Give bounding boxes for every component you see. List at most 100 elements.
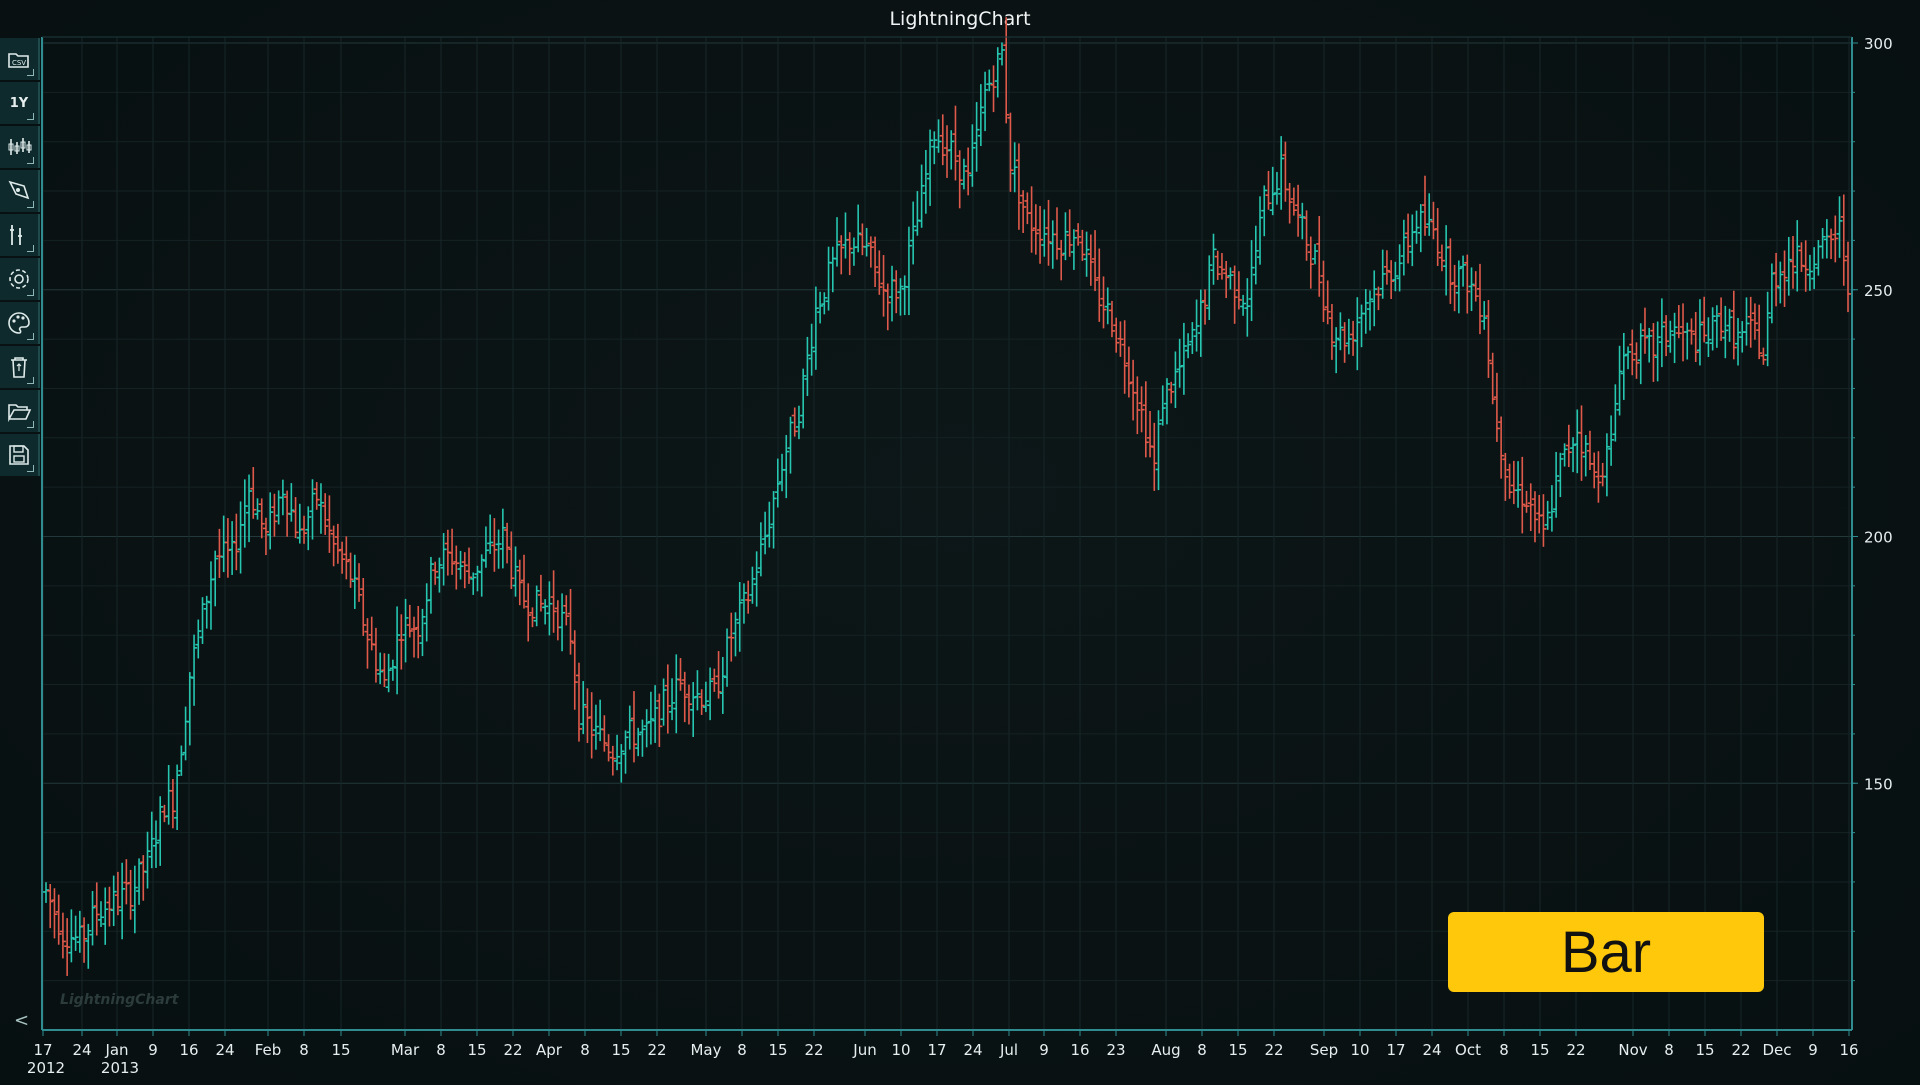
csv-open-icon[interactable]: CSV [0,38,40,80]
ohlc-bar [1240,294,1247,316]
ohlc-bar [1565,424,1572,468]
ohlc-bar [1388,260,1395,299]
ohlc-bar [356,563,363,602]
ohlc-bar [948,130,955,170]
ohlc-bar [1832,215,1839,263]
ohlc-bar [271,493,278,537]
x-tick-label: Jul [999,1041,1018,1059]
indicators-icon[interactable] [0,214,40,256]
x-tick-label: 22 [1264,1041,1283,1059]
x-tick-label: 23 [1106,1041,1125,1059]
ohlc-bar [1312,243,1319,265]
ohlc-bar [736,582,743,652]
ohlc-bar [605,734,612,762]
ohlc-bar [592,704,599,750]
ohlc-bar [698,689,705,715]
ohlc-bar [922,150,929,214]
ohlc-bar [1663,315,1670,357]
ohlc-bar [1358,304,1365,348]
ohlc-bar [1616,345,1623,416]
ohlc-bar [1104,287,1111,325]
ohlc-bar [1045,199,1052,266]
ohlc-bar [779,453,786,492]
ohlc-bar [389,659,396,681]
ohlc-bar [1159,385,1166,426]
ohlc-bar [119,862,126,940]
settings-icon[interactable] [0,258,40,300]
recycle-bin-icon[interactable] [0,346,40,388]
ohlc-bar [1206,255,1213,321]
save-icon[interactable] [0,434,40,476]
ohlc-bar [669,678,676,721]
ohlc-bar [1675,305,1682,339]
ohlc-bar [1024,192,1031,225]
ohlc-bar [927,129,934,206]
ohlc-bar [1163,378,1170,425]
ohlc-bar [1197,289,1204,357]
ohlc-bar [131,865,138,934]
ohlc-bar [152,820,159,868]
ohlc-bar [1561,443,1568,467]
ohlc-bar [203,595,210,629]
x-tick-label: Jan [104,1041,128,1059]
ohlc-bar [1202,289,1209,325]
ohlc-bar [1320,260,1327,323]
ohlc-bar [969,124,976,187]
ohlc-bar [474,565,481,592]
ohlc-bar [406,604,413,638]
ohlc-bar [715,651,722,699]
ohlc-bar [575,662,582,742]
ohlc-bar [863,227,870,257]
ohlc-bar [580,681,587,735]
ohlc-bar [1434,208,1441,266]
ohlc-bar [343,536,350,580]
ohlc-bar [1836,196,1843,258]
ohlc-bar [1578,405,1585,481]
ohlc-bar [1400,219,1407,276]
ohlc-bar [1130,359,1137,421]
ohlc-bar [55,894,62,945]
ohlc-bar [1367,290,1374,331]
ohlc-bar [804,336,811,397]
ohlc-bar [1273,171,1280,205]
x-tick-label: Dec [1762,1041,1791,1059]
ohlc-bar [1316,216,1323,297]
ohlc-bar [301,515,308,544]
ohlc-bar [749,566,756,604]
chart-type-icon[interactable] [0,126,40,168]
ohlc-bar [1671,312,1678,364]
ohlc-bar [571,630,578,710]
ohlc-bar [1020,190,1027,234]
ohlc-bar [1730,290,1737,360]
ohlc-bar [1506,463,1513,499]
ohlc-bar [491,518,498,572]
ohlc-bar [1574,409,1581,474]
ohlc-bar [910,201,917,265]
ohlc-bar [449,528,456,575]
ohlc-bar [1066,209,1073,257]
ohlc-bar [1658,298,1665,368]
ohlc-bar [982,71,989,132]
ohlc-bar [127,869,134,920]
x-tick-label: 24 [963,1041,982,1059]
ohlc-bar [681,671,688,723]
open-folder-icon[interactable] [0,390,40,432]
ohlc-bar [795,405,802,440]
ohlc-bar [537,574,544,612]
x-tick-label: 22 [1566,1041,1585,1059]
ohlc-bar [1540,494,1547,547]
theme-palette-icon[interactable] [0,302,40,344]
ohlc-bar [360,578,367,636]
ohlc-bar [254,498,261,520]
ohlc-bar [635,727,642,757]
ohlc-bar [567,588,574,655]
ohlc-bar [1307,236,1314,289]
collapse-toolbar-button[interactable]: < [14,1010,30,1031]
ohlc-bar [753,551,760,607]
ohlc-bar [1811,247,1818,290]
ohlc-bar [1637,323,1644,385]
draw-tool-icon[interactable] [0,170,40,212]
time-range-button[interactable]: 1Y [0,82,40,124]
ohlc-bar [1692,312,1699,363]
